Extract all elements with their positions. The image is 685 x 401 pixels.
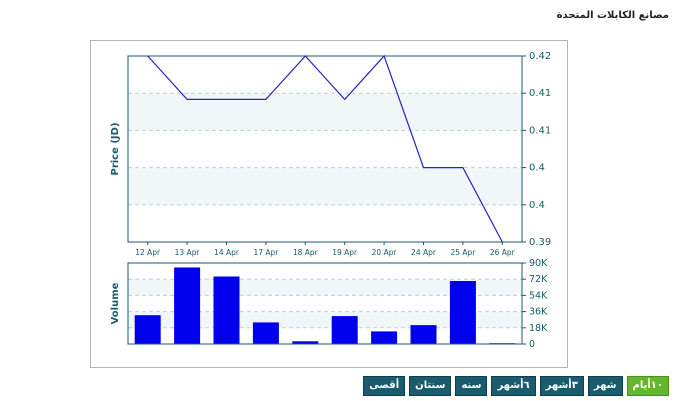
volume-y-axis-label: Volume — [110, 282, 121, 324]
page-title: مصانع الكابلات المتحدة — [556, 10, 669, 21]
volume-bar — [134, 315, 161, 344]
x-tick-label: 19 Apr — [332, 248, 358, 257]
volume-bar — [292, 341, 319, 344]
range-button-1[interactable]: شهر — [587, 376, 623, 396]
range-button-3[interactable]: ٦أشهر — [491, 376, 536, 396]
volume-bar — [174, 267, 201, 344]
price-y-tick-label: 0.41 — [529, 125, 551, 136]
price-plot-area — [127, 55, 523, 243]
price-band — [128, 167, 522, 205]
stock-chart: 0.39 0.4 0.4 0.41 0.41 0.42 12 Apr 13 Apr 14 Apr… — [110, 51, 551, 350]
x-tick-label: 26 Apr — [490, 248, 516, 257]
volume-bar — [252, 322, 279, 344]
x-tick-label: 20 Apr — [372, 248, 398, 257]
x-tick-label: 14 Apr — [214, 248, 240, 257]
volume-bar — [410, 325, 437, 344]
range-button-0[interactable]: ١٠أيام — [626, 376, 669, 396]
x-tick-label: 24 Apr — [411, 248, 437, 257]
price-y-tick-label: 0.4 — [529, 163, 545, 174]
volume-y-tick-label: 72K — [529, 274, 548, 285]
x-tick-label: 13 Apr — [175, 248, 201, 257]
price-y-tick-label: 0.41 — [529, 88, 551, 99]
x-tick-label: 18 Apr — [293, 248, 319, 257]
volume-bar — [371, 331, 398, 344]
x-tick-label: 17 Apr — [253, 248, 279, 257]
price-series-line — [147, 54, 503, 243]
volume-bar — [449, 281, 476, 344]
price-y-tick-label: 0.4 — [529, 200, 545, 211]
range-selector: ١٠أيام شهر ٣أشهر ٦أشهر سنه سنتان أقصى — [363, 376, 669, 396]
range-button-6[interactable]: أقصى — [363, 376, 406, 396]
x-tick-label: 12 Apr — [135, 248, 161, 257]
volume-bar — [213, 276, 240, 344]
volume-y-tick-label: 90K — [529, 258, 548, 269]
x-tick-label: 25 Apr — [450, 248, 476, 257]
volume-y-tick-label: 54K — [529, 290, 548, 301]
volume-y-tick-label: 36K — [529, 307, 548, 318]
volume-y-tick-label: 18K — [529, 323, 548, 334]
price-y-tick-label: 0.42 — [529, 51, 551, 62]
range-button-4[interactable]: سنه — [455, 376, 488, 396]
price-y-axis-label: Price (JD) — [110, 122, 121, 175]
volume-plot-area — [127, 262, 523, 345]
chart-frame: 0.39 0.4 0.4 0.41 0.41 0.42 12 Apr 13 Apr 14 Apr… — [90, 40, 568, 368]
volume-bar — [331, 316, 358, 344]
volume-y-tick-label: 0 — [529, 339, 535, 350]
range-button-2[interactable]: ٣أشهر — [539, 376, 584, 396]
range-button-5[interactable]: سنتان — [409, 376, 452, 396]
price-y-tick-label: 0.39 — [529, 237, 551, 248]
